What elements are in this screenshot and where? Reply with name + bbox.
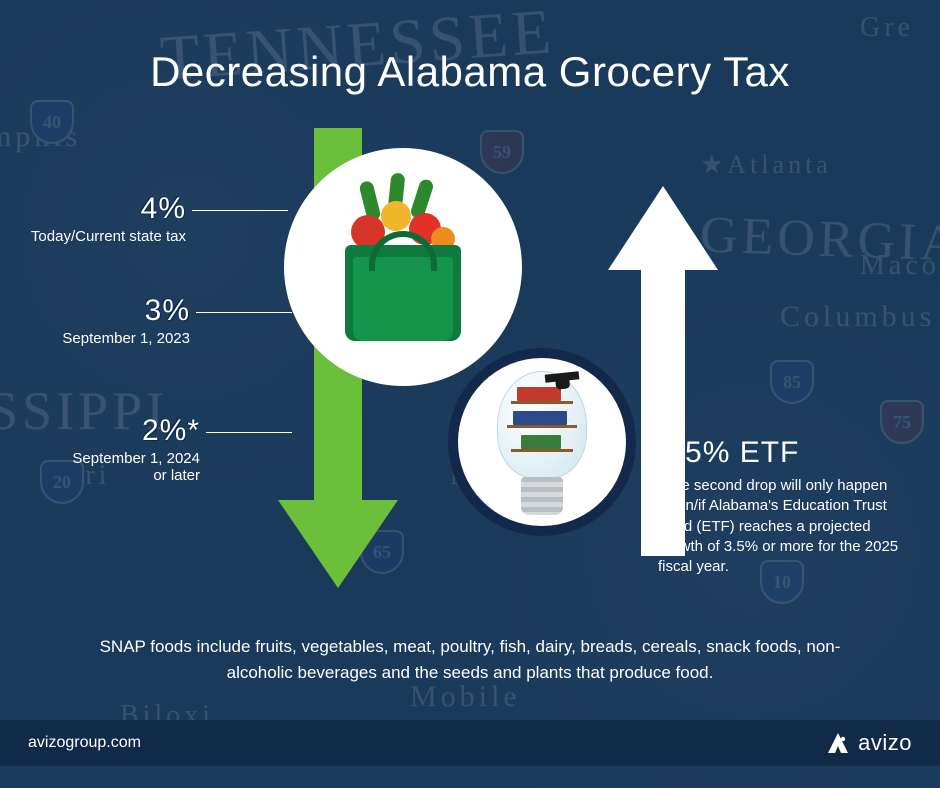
map-label: Mobile (410, 680, 521, 714)
highway-shield-icon: 85 (770, 360, 814, 404)
milestone-label: September 1, 2024or later (0, 450, 200, 484)
map-label: Columbus (780, 300, 935, 334)
map-label: ★Atlanta (700, 150, 832, 180)
brand-logo-icon (826, 731, 850, 755)
milestone-label: September 1, 2023 (0, 330, 190, 347)
footer-brand: avizo (826, 730, 912, 756)
milestone-label: Today/Current state tax (0, 228, 186, 245)
etf-block: 3.5% ETF *The second drop will only happ… (658, 436, 904, 577)
snap-description: SNAP foods include fruits, vegetables, m… (80, 634, 860, 685)
brand-name: avizo (858, 730, 912, 756)
map-label: mphis (0, 120, 81, 154)
highway-shield-icon: 59 (480, 130, 524, 174)
milestone-tick (192, 210, 288, 211)
education-bulb-circle (448, 348, 636, 536)
grocery-circle (284, 148, 522, 386)
milestone-2: 2%*September 1, 2024or later (0, 414, 200, 484)
milestone-pct: 4% (0, 192, 186, 226)
footer-bar: avizogroup.com avizo (0, 720, 940, 766)
infographic-canvas: TENNESSEEGEORGIASSIPPIColumbusMacoGremph… (0, 0, 940, 788)
footer-url: avizogroup.com (28, 734, 141, 752)
grocery-bag-icon (323, 187, 483, 347)
highway-shield-icon: 40 (30, 100, 74, 144)
milestone-0: 4% Today/Current state tax (0, 192, 186, 245)
milestone-tick (196, 312, 292, 313)
page-title: Decreasing Alabama Grocery Tax (0, 48, 940, 96)
etf-percentage: 3.5% ETF (658, 436, 904, 470)
lightbulb-icon (487, 367, 597, 517)
etf-note: *The second drop will only happen when/i… (658, 476, 904, 577)
milestone-pct: 3% (0, 294, 190, 328)
milestone-tick (206, 432, 292, 433)
milestone-pct: 2%* (0, 414, 200, 448)
milestone-1: 3% September 1, 2023 (0, 294, 190, 347)
map-label: Gre (860, 12, 914, 44)
map-label: Maco (860, 250, 940, 282)
map-label: GEORGIA (699, 205, 940, 273)
